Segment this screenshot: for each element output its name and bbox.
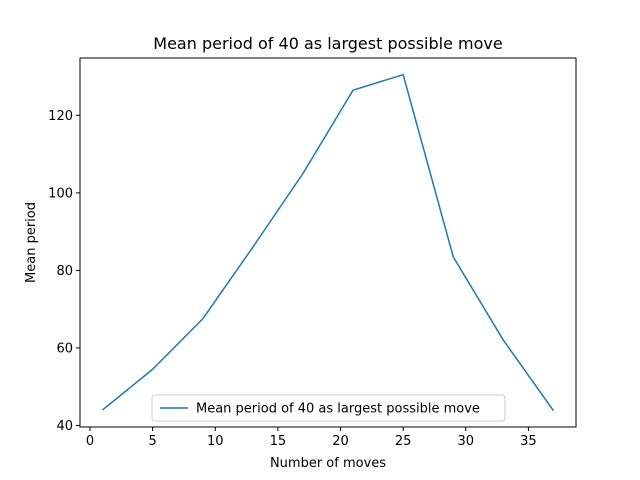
x-tick-label: 0 [86, 434, 94, 449]
series-line [102, 73, 555, 412]
x-tick-label: 30 [458, 434, 475, 449]
x-tick-label: 20 [332, 434, 349, 449]
legend: Mean period of 40 as largest possible mo… [151, 394, 506, 422]
y-tick-label: 40 [56, 419, 73, 434]
y-axis-label: Mean period [24, 202, 39, 283]
y-tick-label: 100 [48, 186, 73, 201]
y-tick-label: 80 [56, 264, 73, 279]
chart-title: Mean period of 40 as largest possible mo… [153, 34, 502, 53]
plot-area [102, 73, 555, 412]
x-tick-label: 15 [270, 434, 287, 449]
legend-box [151, 394, 506, 422]
x-tick-label: 5 [149, 434, 157, 449]
x-tick-label: 35 [520, 434, 537, 449]
x-tick-label: 25 [395, 434, 412, 449]
y-tick-label: 120 [48, 109, 73, 124]
y-tick-label: 60 [56, 341, 73, 356]
x-tick-label: 10 [207, 434, 224, 449]
plot-frame [79, 57, 577, 428]
x-axis-label: Number of moves [270, 456, 386, 471]
legend-label: Mean period of 40 as largest possible mo… [196, 402, 480, 417]
x-axis: 0 5 10 15 20 25 30 35 [86, 427, 537, 449]
y-axis: 40 60 80 100 120 [48, 109, 80, 434]
